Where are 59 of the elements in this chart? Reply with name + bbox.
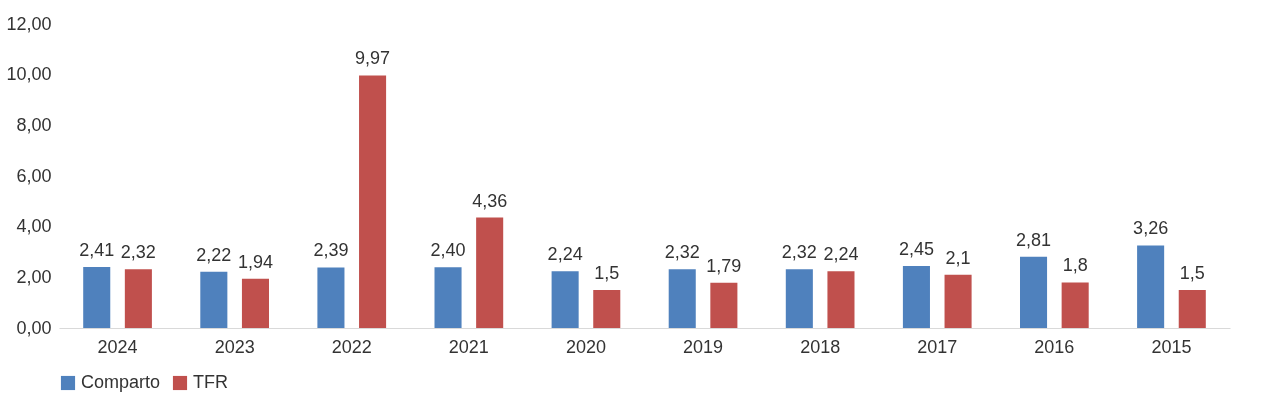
- data-label: 1,79: [706, 255, 742, 276]
- data-label: 2,24: [547, 244, 583, 265]
- bar: [551, 271, 579, 328]
- x-tick-label: 2020: [565, 336, 606, 357]
- bar: [710, 282, 738, 328]
- bar: [359, 75, 387, 328]
- bar: [1020, 256, 1048, 328]
- data-label: 1,94: [237, 251, 273, 272]
- bar: [200, 271, 228, 328]
- bar: [785, 269, 813, 328]
- legend-label: Comparto: [81, 372, 161, 392]
- x-tick-label: 2021: [448, 336, 489, 357]
- bar: [241, 278, 269, 328]
- x-tick-label: 2015: [1151, 336, 1192, 357]
- data-label: 2,81: [1016, 229, 1052, 250]
- bar: [944, 274, 972, 328]
- data-label: 2,1: [945, 247, 971, 268]
- y-tick-label: 10,00: [6, 64, 52, 85]
- bar: [1178, 290, 1206, 328]
- data-label: 1,5: [594, 263, 620, 283]
- data-label: 2,40: [430, 240, 466, 261]
- x-tick-label: 2022: [331, 336, 372, 357]
- y-tick-label: 2,00: [16, 266, 52, 287]
- data-label: 4,36: [472, 190, 508, 211]
- bar: [476, 217, 504, 328]
- bar: [827, 271, 855, 328]
- x-tick-label: 2016: [1034, 336, 1075, 357]
- data-label: 2,32: [781, 242, 817, 263]
- data-label: 2,45: [898, 238, 934, 259]
- data-label: 1,5: [1179, 263, 1205, 283]
- bar: [902, 265, 930, 328]
- data-label: 1,8: [1062, 255, 1088, 276]
- bar: [1137, 245, 1165, 328]
- y-tick-label: 8,00: [16, 114, 52, 135]
- bar: [434, 267, 462, 328]
- x-tick-label: 2019: [683, 336, 724, 357]
- x-tick-label: 2023: [214, 336, 255, 357]
- y-tick-label: 12,00: [6, 13, 52, 34]
- data-label: 2,32: [664, 242, 700, 263]
- data-label: 2,32: [120, 242, 156, 263]
- bar: [668, 269, 696, 328]
- data-label: 2,41: [79, 239, 115, 260]
- x-tick-label: 2017: [917, 336, 958, 357]
- bar: [317, 267, 345, 328]
- y-tick-label: 4,00: [16, 216, 52, 237]
- y-tick-label: 6,00: [16, 165, 52, 186]
- legend-label: TFR: [193, 372, 228, 392]
- bar: [1061, 282, 1089, 328]
- data-label: 2,24: [823, 244, 859, 265]
- y-tick-label: 0,00: [16, 317, 52, 338]
- x-tick-label: 2024: [97, 336, 138, 357]
- bar: [124, 269, 152, 328]
- x-tick-label: 2018: [800, 336, 841, 357]
- data-label: 3,26: [1133, 218, 1169, 239]
- data-label: 2,39: [313, 240, 349, 261]
- bar: [593, 290, 621, 328]
- data-label: 9,97: [355, 48, 391, 69]
- data-label: 2,22: [196, 244, 232, 265]
- bar: [83, 266, 111, 328]
